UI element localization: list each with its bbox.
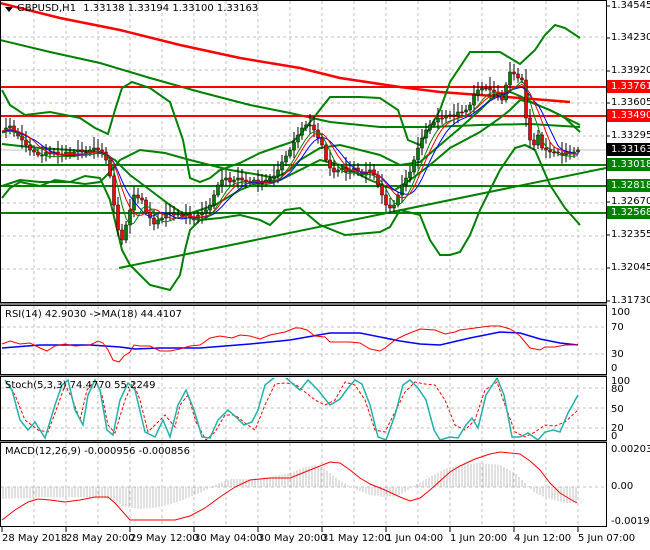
level-tag-support-2: 1.32818 <box>607 179 650 192</box>
rsi-title: RSI(14) 42.9030 ->MA(18) 44.4107 <box>5 309 182 320</box>
ma-long-green-line <box>1 39 581 128</box>
rsi-tick-0: 0 <box>611 363 618 374</box>
stoch-tick-20: 20 <box>611 423 624 434</box>
ohlc-values: 1.33138 1.33194 1.33100 1.33163 <box>83 3 259 14</box>
level-tag-support-1: 1.33018 <box>607 158 650 171</box>
bollinger-lower-band <box>1 143 581 292</box>
stoch-title: Stoch(5,3,3) 74.4770 55.2249 <box>5 380 156 391</box>
macd-plot[interactable] <box>1 451 578 521</box>
macd-tick-zero: 0.00 <box>611 481 634 492</box>
macd-histogram <box>2 463 577 509</box>
price-candles <box>4 62 580 245</box>
level-tag-resistance-2: 1.33490 <box>607 109 650 122</box>
time-label-4: 30 May 20:00 <box>258 533 327 544</box>
symbol-timeframe: GBPUSD,H1 <box>17 3 77 14</box>
bollinger-upper-band <box>1 23 581 184</box>
ma-fast-green-line <box>1 79 579 226</box>
stoch-tick-0: 0 <box>611 431 618 442</box>
price-tick-8: 1.32045 <box>611 262 650 273</box>
bollinger-middle-band <box>1 98 581 217</box>
time-label-2: 29 May 12:00 <box>130 533 199 544</box>
stoch-tick-80: 80 <box>611 384 624 395</box>
macd-title: MACD(12,26,9) -0.000956 -0.000856 <box>5 446 190 457</box>
price-tick-2: 1.33920 <box>611 65 650 76</box>
time-label-9: 5 Jun 07:00 <box>578 533 636 544</box>
level-tag-support-3: 1.32568 <box>607 206 650 219</box>
stoch-tick-50: 50 <box>611 404 624 415</box>
rsi-plot[interactable] <box>1 325 579 363</box>
time-label-5: 31 May 12:00 <box>322 533 391 544</box>
level-tag-resistance-1: 1.33761 <box>607 80 650 93</box>
chart-symbol-label: GBPUSD,H1 1.33138 1.33194 1.33100 1.3316… <box>17 3 258 15</box>
price-tick-9: 1.31730 <box>611 295 650 306</box>
price-tick-0: 1.34545 <box>611 0 650 11</box>
price-tick-1: 1.34230 <box>611 32 650 43</box>
rsi-ma-line <box>1 331 579 350</box>
axis-ticks <box>1 5 610 532</box>
time-label-6: 1 Jun 04:00 <box>386 533 444 544</box>
ma-fast-red-line <box>1 83 579 219</box>
stoch-main-line <box>4 378 579 440</box>
time-label-8: 4 Jun 12:00 <box>514 533 572 544</box>
macd-tick-max: 0.002035 <box>611 444 650 455</box>
price-tick-6: 1.32670 <box>611 196 650 207</box>
macd-signal-line <box>1 451 578 521</box>
ascending-trendline[interactable] <box>118 167 606 269</box>
rsi-line <box>1 325 578 363</box>
time-label-3: 30 May 04:00 <box>194 533 263 544</box>
time-label-7: 1 Jun 20:00 <box>450 533 508 544</box>
price-tick-7: 1.32355 <box>611 229 650 240</box>
time-label-1: 28 May 20:00 <box>66 533 135 544</box>
triangle-down-icon[interactable] <box>5 7 13 12</box>
main-chart-frame <box>0 0 607 303</box>
main-chart-plot[interactable] <box>0 1 606 292</box>
rsi-tick-100: 100 <box>611 307 631 318</box>
price-tick-3: 1.33605 <box>611 97 650 108</box>
rsi-tick-30: 30 <box>611 349 624 360</box>
macd-panel-frame <box>0 442 607 527</box>
stoch-tick-100: 100 <box>611 376 631 387</box>
macd-tick-min: -0.001982 <box>611 516 650 527</box>
time-label-0: 28 May 2018 <box>2 533 68 544</box>
current-price-tag: 1.33163 <box>607 143 650 156</box>
stochastic-plot[interactable] <box>4 377 579 440</box>
price-tick-4: 1.33295 <box>611 130 650 141</box>
rsi-tick-70: 70 <box>611 322 624 333</box>
